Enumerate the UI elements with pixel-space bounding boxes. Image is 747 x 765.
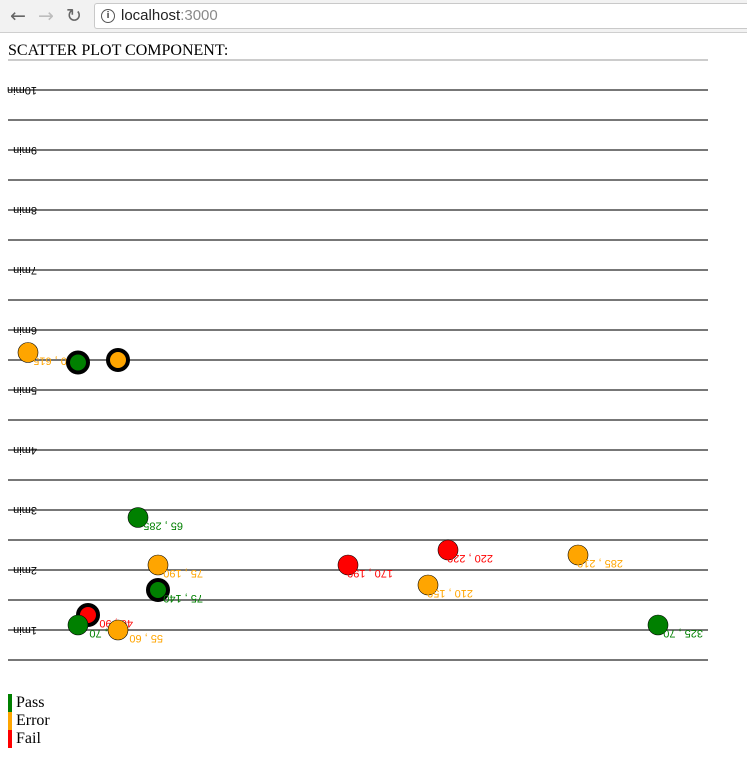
data-point-error[interactable] — [17, 342, 39, 363]
legend: Pass Error Fail — [8, 694, 50, 748]
y-tick-label: 7min — [13, 264, 37, 276]
data-point-pass[interactable] — [67, 614, 89, 636]
legend-item-fail: Fail — [8, 730, 50, 748]
data-point-pass[interactable] — [127, 507, 149, 528]
data-label: 210 , 150 — [427, 587, 473, 599]
y-tick-label: 2min — [13, 564, 37, 576]
data-point-error[interactable] — [106, 348, 130, 372]
legend-label-error: Error — [16, 712, 50, 729]
data-label: 170 , 190 — [347, 567, 393, 579]
address-bar[interactable]: i localhost:3000 — [94, 3, 747, 29]
legend-label-fail: Fail — [16, 730, 41, 747]
grid-lines — [8, 59, 708, 661]
data-label: 325 , 70 — [663, 627, 703, 639]
data-point-error[interactable] — [417, 574, 439, 596]
legend-label-pass: Pass — [16, 694, 45, 711]
url-text: localhost:3000 — [121, 7, 218, 25]
y-tick-label: 4min — [13, 444, 37, 456]
data-point-fail[interactable] — [337, 554, 359, 576]
data-label: 220 , 220 — [447, 552, 493, 564]
y-tick-label: 5min — [13, 384, 37, 396]
url-host: localhost — [121, 7, 181, 24]
y-tick-label: 10min — [7, 84, 37, 96]
y-tick-label: 1min — [13, 624, 37, 636]
data-label: 75 , 140 — [163, 592, 203, 604]
legend-swatch-fail — [8, 730, 12, 748]
data-point-error[interactable] — [147, 554, 169, 576]
scatter-plot: 1min 2min 3min 4min 5min 6min 7min 8min 9min 10mi… — [7, 59, 708, 661]
url-port: :3000 — [180, 7, 218, 24]
page-title: SCATTER PLOT COMPONENT: — [8, 42, 229, 59]
y-tick-label: 3min — [13, 504, 37, 516]
data-point-pass[interactable] — [66, 350, 90, 375]
data-point-error[interactable] — [107, 619, 129, 641]
forward-button[interactable]: → — [34, 4, 58, 28]
back-button[interactable]: ← — [6, 4, 30, 28]
data-label: 285 , 210 — [577, 557, 623, 569]
data-point-fail[interactable] — [437, 539, 459, 561]
y-tick-label: 8min — [13, 204, 37, 216]
info-icon[interactable]: i — [101, 9, 115, 23]
data-label: 75 , 190 — [163, 567, 203, 579]
y-tick-label: 9min — [13, 144, 37, 156]
arrow-left-icon: ← — [10, 5, 26, 27]
reload-button[interactable]: ↻ — [62, 4, 86, 28]
data-point-error[interactable] — [567, 544, 589, 566]
y-tick-label: 6min — [13, 324, 37, 336]
arrow-right-icon: → — [38, 5, 54, 27]
data-point-pass[interactable] — [146, 578, 170, 602]
y-axis-tick-labels: 1min 2min 3min 4min 5min 6min 7min 8min 9min 10mi… — [7, 84, 37, 636]
data-label: 65 , 285 — [143, 520, 183, 532]
legend-swatch-error — [8, 712, 12, 730]
legend-swatch-pass — [8, 694, 12, 712]
data-label: 55 , 60 — [129, 632, 163, 644]
browser-toolbar: ← → ↻ i localhost:3000 — [0, 0, 747, 33]
data-label: 10 , 615 — [33, 355, 73, 367]
legend-item-pass: Pass — [8, 694, 50, 712]
reload-icon: ↻ — [66, 5, 82, 27]
data-point-pass[interactable] — [647, 614, 669, 636]
legend-item-error: Error — [8, 712, 50, 730]
